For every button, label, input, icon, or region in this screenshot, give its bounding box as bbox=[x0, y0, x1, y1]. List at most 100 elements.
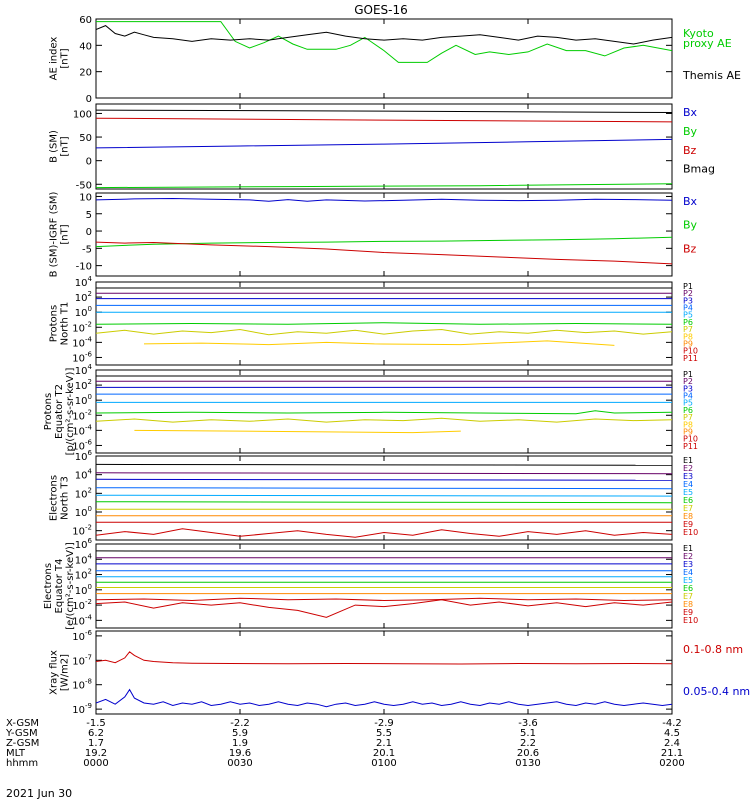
x-tick-label: 5.5 bbox=[376, 728, 392, 739]
panel-bsm: -50 0 50 100 B (SM) [nT] Bx By Bz Bmag bbox=[49, 103, 715, 191]
series-0-1-0-8-nm bbox=[96, 651, 672, 665]
series-e10 bbox=[96, 599, 672, 618]
y-tick-label: -10 bbox=[76, 262, 92, 273]
y-axis-label: B (SM)-IGRF (SM) bbox=[49, 192, 60, 278]
series-by bbox=[96, 236, 672, 248]
y-axis-label: North T1 bbox=[60, 302, 71, 346]
plot-title: GOES-16 bbox=[354, 3, 408, 17]
series-e6 bbox=[96, 501, 672, 504]
y-tick-label: 104 bbox=[75, 468, 93, 482]
legend-entry: By bbox=[683, 125, 698, 138]
series-p8 bbox=[134, 429, 461, 434]
x-tick-label: 6.2 bbox=[88, 728, 104, 739]
legend-entry: E3 bbox=[683, 472, 693, 481]
x-tick-label: 0200 bbox=[659, 758, 684, 769]
x-tick-label: 5.9 bbox=[232, 728, 248, 739]
legend-entry: E2 bbox=[683, 552, 693, 561]
panel-frame bbox=[95, 543, 673, 629]
y-tick-label: 60 bbox=[79, 15, 92, 26]
legend-entry: P2 bbox=[683, 289, 693, 298]
y-axis-label: [e/(cm²-s-sr-keV)] bbox=[65, 542, 76, 630]
panel-frame bbox=[95, 369, 673, 454]
legend-entry: P9 bbox=[683, 427, 693, 436]
y-tick-label: 10-2 bbox=[72, 524, 92, 538]
legend-entry: 0.05-0.4 nm bbox=[683, 685, 750, 698]
series-themis-ae bbox=[96, 25, 672, 45]
x-tick-label: 4.5 bbox=[664, 728, 680, 739]
panel-frame bbox=[95, 18, 673, 99]
legend-entry: Bx bbox=[683, 106, 698, 119]
y-tick-label: 10-6 bbox=[72, 629, 92, 643]
y-tick-label: -5 bbox=[82, 244, 92, 255]
x-tick-label: 20.6 bbox=[517, 748, 539, 759]
legend-entry: E4 bbox=[683, 480, 693, 489]
legend-entry: P1 bbox=[683, 370, 693, 379]
legend-entry: E1 bbox=[683, 456, 693, 465]
legend-entry: P9 bbox=[683, 339, 693, 348]
legend-entry: E7 bbox=[683, 504, 693, 513]
legend-entry: Bx bbox=[683, 195, 698, 208]
y-tick-label: 10 bbox=[79, 192, 92, 203]
legend-entry: P3 bbox=[683, 296, 693, 305]
x-tick-label: 20.1 bbox=[373, 748, 395, 759]
y-axis-label: AE index bbox=[49, 37, 60, 81]
series-e5 bbox=[96, 494, 672, 497]
y-tick-label: 100 bbox=[73, 109, 92, 120]
x-tick-label: 2.1 bbox=[376, 738, 392, 749]
series-e3 bbox=[96, 478, 672, 481]
date-label: 2021 Jun 30 bbox=[6, 787, 72, 800]
legend-entry: E5 bbox=[683, 488, 693, 497]
series-p8 bbox=[143, 340, 615, 346]
legend-entry: Bz bbox=[683, 242, 697, 255]
legend-entry: P5 bbox=[683, 311, 693, 320]
y-tick-label: 10-4 bbox=[72, 613, 92, 627]
y-tick-label: 10-4 bbox=[72, 423, 92, 437]
y-axis-label: Electrons bbox=[43, 563, 54, 609]
series-e9 bbox=[96, 597, 672, 602]
panel-frame bbox=[95, 630, 673, 715]
y-tick-label: 102 bbox=[75, 290, 92, 304]
y-tick-label: 102 bbox=[75, 378, 92, 392]
y-axis-label: Xray flux bbox=[49, 650, 60, 695]
series-bz bbox=[96, 241, 672, 265]
y-axis-label: [nT] bbox=[60, 224, 71, 244]
y-axis-label: [nT] bbox=[60, 48, 71, 68]
legend-entry: P6 bbox=[683, 406, 693, 415]
y-tick-label: 100 bbox=[75, 583, 92, 597]
series-0-05-0-4-nm bbox=[96, 688, 672, 708]
y-tick-label: 102 bbox=[75, 486, 92, 500]
panel-xray: 10-9 10-8 10-7 10-6 Xray flux [W/m2] 0.1-0.8 n… bbox=[49, 629, 750, 716]
series-e1 bbox=[96, 463, 672, 466]
legend-entry: E3 bbox=[683, 560, 693, 569]
x-tick-label: -2.9 bbox=[374, 718, 394, 729]
y-tick-label: 106 bbox=[75, 537, 93, 551]
legend-entry: P1 bbox=[683, 282, 693, 291]
x-tick-label: 0130 bbox=[515, 758, 540, 769]
series-e2 bbox=[96, 472, 672, 475]
x-row-label: Y-GSM bbox=[5, 728, 38, 739]
legend-entry: Kyoto bbox=[683, 27, 714, 40]
series-e10 bbox=[96, 528, 672, 538]
legend-entry: E6 bbox=[683, 496, 693, 505]
x-tick-label: -2.2 bbox=[230, 718, 250, 729]
x-row-label: hhmm bbox=[6, 758, 38, 769]
legend-entry: E7 bbox=[683, 592, 693, 601]
series-by bbox=[96, 183, 672, 189]
y-tick-label: 10-6 bbox=[72, 350, 92, 364]
legend-entry: P10 bbox=[683, 347, 698, 356]
legend-entry: P4 bbox=[683, 392, 693, 401]
series-bx bbox=[96, 197, 672, 202]
legend-entry: P11 bbox=[683, 354, 698, 363]
x-tick-label: 0030 bbox=[227, 758, 252, 769]
y-tick-label: 0 bbox=[86, 227, 92, 238]
y-tick-label: -50 bbox=[76, 180, 92, 191]
series-kyoto-proxy-ae bbox=[96, 21, 672, 63]
y-tick-label: 10-2 bbox=[72, 408, 92, 422]
legend-entry: E9 bbox=[683, 608, 693, 617]
x-tick-label: -3.6 bbox=[518, 718, 538, 729]
x-tick-label: 0100 bbox=[371, 758, 396, 769]
y-axis-label: Equator T4 bbox=[54, 559, 65, 614]
